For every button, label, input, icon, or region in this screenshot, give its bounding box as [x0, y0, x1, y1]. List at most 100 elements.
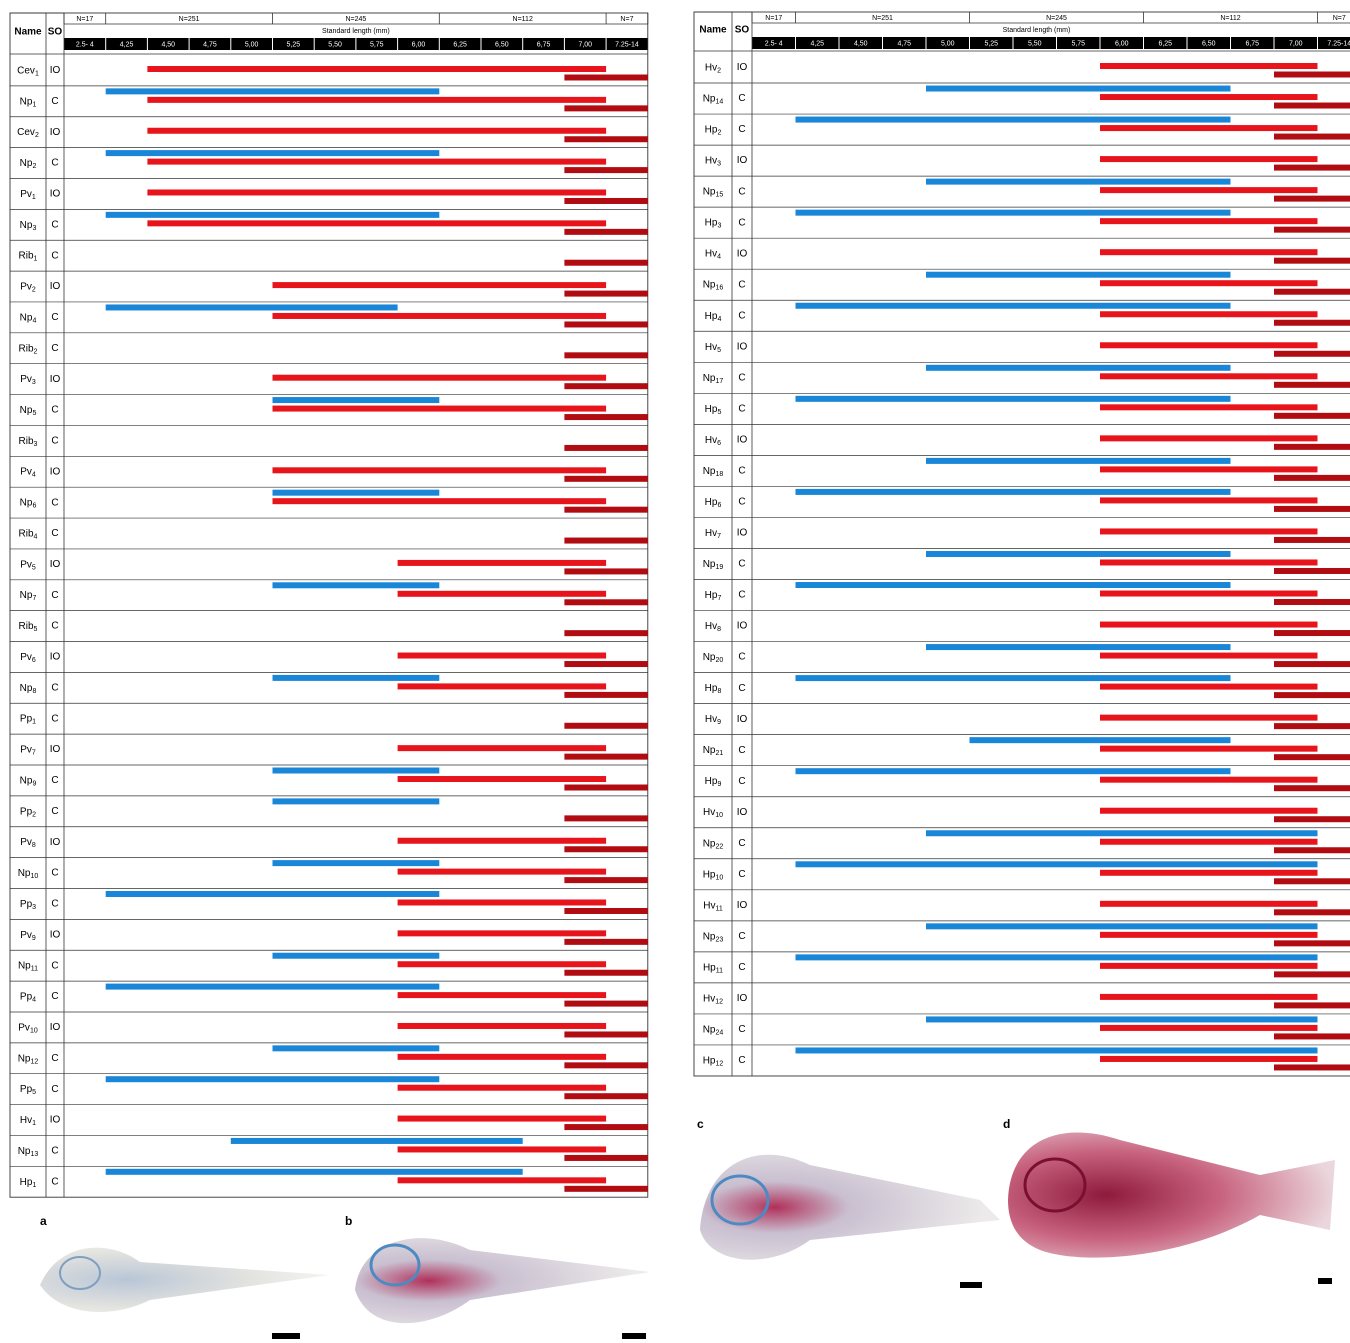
scale-bar: [622, 1333, 646, 1339]
row-so: C: [738, 838, 745, 849]
name-sub: 9: [32, 935, 36, 942]
row-name: Np11: [18, 960, 38, 972]
range-bar: [926, 272, 1231, 278]
name-sub: 1: [32, 719, 36, 726]
column-header: Name: [699, 25, 727, 36]
range-bar: [564, 105, 647, 111]
row-name: Pv2: [20, 281, 36, 293]
range-bar: [1100, 528, 1318, 534]
row-so: C: [51, 590, 58, 601]
row-name: Pv8: [20, 837, 36, 849]
name-base: Hp: [705, 217, 718, 228]
row-so: C: [51, 991, 58, 1002]
column-label: 4,75: [203, 41, 217, 48]
name-sub: 6: [32, 502, 36, 509]
name-base: Hv: [703, 900, 715, 911]
name-base: Rib: [19, 436, 34, 447]
range-bar: [564, 414, 647, 420]
row-so: IO: [50, 281, 61, 292]
row-name: Np22: [703, 838, 724, 850]
name-base: Hp: [705, 124, 718, 135]
range-bar: [926, 365, 1231, 371]
name-sub: 4: [717, 316, 721, 323]
row-name: Np24: [703, 1024, 724, 1036]
scale-bar: [1318, 1278, 1332, 1284]
name-base: Hv: [705, 155, 717, 166]
range-bar: [1100, 591, 1318, 597]
row-so: C: [738, 217, 745, 228]
row-so: C: [51, 682, 58, 693]
range-bar: [1100, 156, 1318, 162]
name-base: Rib: [19, 621, 34, 632]
row-so: IO: [737, 900, 748, 911]
row-so: IO: [737, 155, 748, 166]
name-base: Hv: [705, 714, 717, 725]
range-bar: [398, 961, 606, 967]
range-bar: [564, 815, 647, 821]
range-bar: [926, 830, 1318, 836]
row-so: IO: [737, 528, 748, 539]
range-bar: [398, 1177, 606, 1183]
row-so: C: [738, 962, 745, 973]
row-name: Np5: [20, 405, 37, 417]
name-base: Np: [20, 158, 33, 169]
name-sub: 13: [31, 1151, 39, 1158]
name-sub: 7: [32, 749, 36, 756]
name-sub: 5: [717, 347, 721, 354]
row-so: C: [738, 745, 745, 756]
name-base: Np: [20, 682, 33, 693]
row-name: Pv9: [20, 929, 36, 941]
column-label: 2.5- 4: [765, 40, 783, 47]
range-bar: [1100, 187, 1318, 193]
row-name: Np13: [18, 1146, 39, 1158]
photos: a b c d: [40, 1117, 1335, 1339]
name-base: Hv: [705, 62, 717, 73]
range-bar: [1100, 249, 1318, 255]
column-label: 6,00: [412, 41, 426, 48]
row-name: Np1: [20, 96, 37, 108]
range-bar: [398, 930, 606, 936]
name-sub: 8: [717, 626, 721, 633]
range-bar: [1274, 878, 1350, 884]
range-bar: [796, 396, 1231, 402]
row-so: C: [51, 868, 58, 879]
group-label: N=245: [345, 16, 366, 23]
row-so: C: [738, 590, 745, 601]
row-name: Pv1: [20, 189, 36, 201]
name-base: Hp: [20, 1176, 33, 1187]
row-so: IO: [50, 929, 61, 940]
group-label: N=112: [1220, 15, 1240, 22]
row-so: C: [51, 1053, 58, 1064]
range-bar: [106, 88, 440, 94]
row-so: C: [738, 776, 745, 787]
range-bar: [564, 1062, 647, 1068]
name-base: Hp: [705, 310, 718, 321]
name-base: Np: [18, 1053, 31, 1064]
range-bar: [106, 1169, 523, 1175]
row-name: Np7: [20, 590, 37, 602]
name-base: Pv: [20, 744, 32, 755]
range-bar: [796, 861, 1318, 867]
name-base: Np: [18, 960, 31, 971]
name-sub: 12: [715, 998, 723, 1005]
range-bar: [1100, 715, 1318, 721]
name-base: Np: [18, 1146, 31, 1157]
range-bar: [564, 568, 647, 574]
row-name: Np16: [703, 279, 724, 291]
range-bar: [1274, 940, 1350, 946]
name-base: Pp: [20, 1084, 33, 1095]
range-bar: [564, 538, 647, 544]
name-base: Hp: [703, 1055, 716, 1066]
name-sub: 6: [717, 440, 721, 447]
range-bar: [1274, 1033, 1350, 1039]
name-sub: 18: [716, 471, 724, 478]
name-sub: 5: [32, 1089, 36, 1096]
row-so: IO: [737, 435, 748, 446]
row-name: Np2: [20, 158, 37, 170]
range-bar: [1100, 777, 1318, 783]
name-base: Pp: [20, 806, 33, 817]
row-so: C: [738, 403, 745, 414]
row-name: Hp4: [705, 310, 722, 322]
range-bar: [1100, 653, 1318, 659]
range-bar: [1100, 497, 1318, 503]
